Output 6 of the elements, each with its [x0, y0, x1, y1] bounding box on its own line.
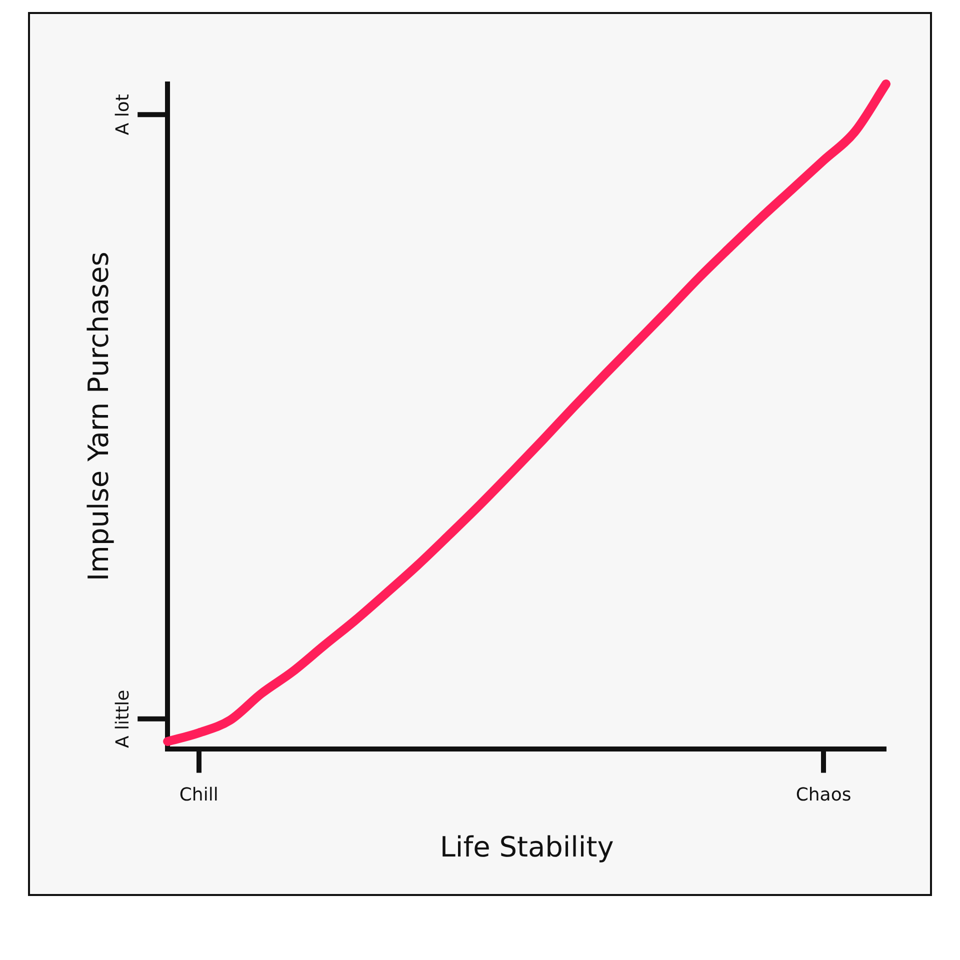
text: A little: [112, 690, 134, 748]
x-axis-title: Life Stability: [440, 830, 614, 864]
x-tick-label: Chill: [179, 784, 218, 806]
y-axis-title: Impulse Yarn Purchases: [82, 252, 116, 582]
text: A lot: [112, 94, 134, 136]
x-tick-label: Chaos: [796, 784, 852, 806]
